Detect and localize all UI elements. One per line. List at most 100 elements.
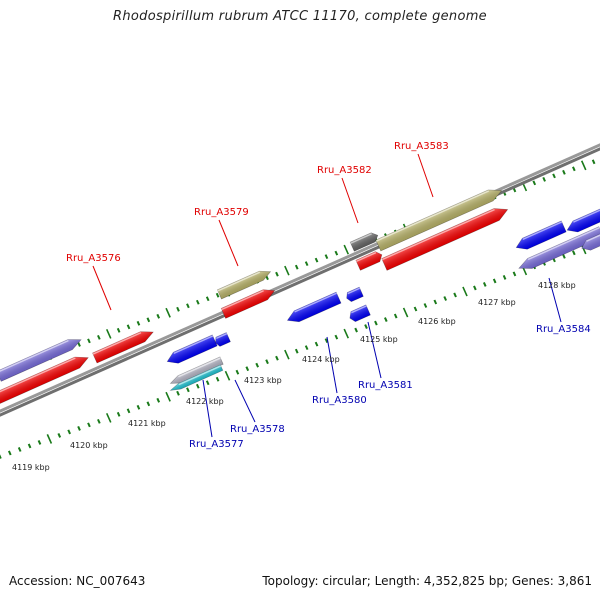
gene-label-rru-a3581: Rru_A3581 [358, 380, 413, 391]
lower-tick-mark [87, 422, 91, 428]
upper-tick-mark [294, 264, 299, 270]
upper-tick-mark [562, 169, 566, 175]
map-title: Rhodospirillum rubrum ATCC 11170, comple… [113, 9, 487, 24]
gene-label-rru-a3583-leader [417, 153, 434, 198]
backbone-line [0, 143, 600, 413]
lower-tick-mark [57, 433, 62, 438]
backbone-line [0, 147, 600, 417]
scale-label: 4121 kbp [128, 419, 166, 428]
upper-tick-mark [186, 303, 190, 309]
lower-tick-mark [46, 434, 53, 444]
lower-tick-mark [77, 425, 81, 431]
gene-blue-a3580 [286, 291, 342, 323]
upper-tick-mark [146, 317, 151, 323]
lower-tick-mark [0, 454, 2, 459]
gene-gray-a3582 [349, 232, 379, 252]
lower-tick-mark [423, 303, 428, 308]
upper-tick-mark [195, 299, 200, 305]
scale-labels: 4119 kbp 4120 kbp 4121 kbp 4122 kbp 4123 kbp… [12, 281, 576, 472]
lower-tick-mark [512, 271, 517, 277]
lower-tick-mark [473, 285, 477, 291]
gene-label-rru-a3577-leader [202, 379, 213, 438]
lower-tick-mark [374, 320, 378, 326]
lower-tick-mark [235, 369, 240, 375]
gene-gray-a3577 [169, 356, 224, 384]
lower-tick-mark [224, 370, 231, 381]
gene-features [0, 189, 600, 409]
lower-tick-mark [195, 383, 200, 389]
upper-tick-mark [532, 180, 537, 186]
gene-red-forward [0, 356, 89, 409]
upper-tick-mark [580, 160, 587, 171]
lower-tick-mark [245, 366, 250, 372]
gene-label-rru-a3580-leader [326, 336, 338, 394]
lower-tick-mark [502, 274, 507, 280]
upper-tick-mark [572, 166, 576, 172]
upper-tick-mark [116, 327, 121, 333]
gene-cyan-a3577 [169, 364, 224, 391]
gene-olive-a3579 [216, 270, 272, 300]
lower-tick-mark [275, 355, 279, 361]
gene-purple-forward [0, 339, 82, 382]
lower-tick-mark [324, 338, 329, 344]
gene-rru-a3576 [92, 331, 154, 364]
lower-tick-mark [176, 390, 180, 396]
gene-callouts: Rru_A3576 Rru_A3579 Rru_A3582 Rru_A3583 Rru_… [66, 141, 591, 450]
upper-tick-mark [324, 254, 329, 260]
upper-tick-mark [97, 334, 101, 340]
gene-blue-a3584a [515, 220, 567, 250]
lower-tick-mark [105, 412, 112, 423]
lower-tick-mark [294, 348, 299, 354]
lower-tick-mark [443, 296, 448, 301]
lower-tick-mark [67, 429, 71, 435]
lower-tick-mark [97, 418, 101, 424]
gene-blue-a3581b [349, 304, 371, 322]
scale-label: 4120 kbp [70, 441, 108, 450]
lower-tick-mark [492, 278, 497, 284]
lower-tick-mark [334, 334, 339, 340]
gene-blue-a3578 [166, 334, 218, 364]
scale-label: 4119 kbp [12, 463, 50, 472]
gene-label-rru-a3584-leader [548, 277, 562, 323]
upper-tick-mark [126, 324, 131, 330]
lower-tick-mark [255, 362, 259, 368]
gene-red-a3583 [381, 208, 509, 271]
genome-backbone [0, 143, 600, 417]
gene-label-rru-a3579: Rru_A3579 [194, 207, 249, 218]
lower-tick-mark [116, 411, 121, 417]
upper-tick-mark [165, 307, 171, 318]
scale-label: 4123 kbp [244, 376, 282, 385]
lower-tick-mark [205, 380, 210, 386]
upper-tick-mark [215, 292, 220, 298]
upper-tick-mark [314, 257, 319, 263]
scale-label: 4128 kbp [538, 281, 576, 290]
gene-olive-a3583 [375, 189, 503, 252]
lower-tick-mark [572, 250, 576, 256]
upper-tick-mark [156, 313, 161, 319]
lower-tick-mark [165, 391, 171, 402]
gene-label-rru-a3581-leader [367, 321, 382, 379]
upper-tick-mark [343, 244, 350, 255]
lower-tick-mark [17, 447, 22, 452]
upper-tick-mark [87, 338, 91, 344]
gene-label-rru-a3576-leader [92, 265, 112, 311]
upper-tick-mark [284, 265, 290, 276]
upper-tick-mark [176, 306, 180, 312]
lower-tick-mark [215, 376, 220, 382]
upper-tick-mark [552, 173, 556, 179]
gene-blue-a3581a [346, 286, 364, 302]
gene-red-a3582 [355, 251, 383, 271]
lower-tick-mark [402, 307, 409, 318]
gene-label-rru-a3582-leader [341, 177, 359, 224]
gene-blue-small [215, 332, 231, 347]
scale-label: 4127 kbp [478, 298, 516, 307]
lower-tick-mark [413, 306, 418, 312]
lower-tick-mark [27, 443, 32, 449]
lower-tick-mark [7, 450, 12, 456]
lower-tick-mark [304, 345, 309, 351]
upper-tick-mark [304, 261, 309, 267]
lower-tick-mark [265, 359, 269, 365]
lower-tick-mark [126, 408, 131, 414]
gene-label-rru-a3583: Rru_A3583 [394, 141, 449, 152]
gene-label-rru-a3579-leader [218, 219, 239, 267]
